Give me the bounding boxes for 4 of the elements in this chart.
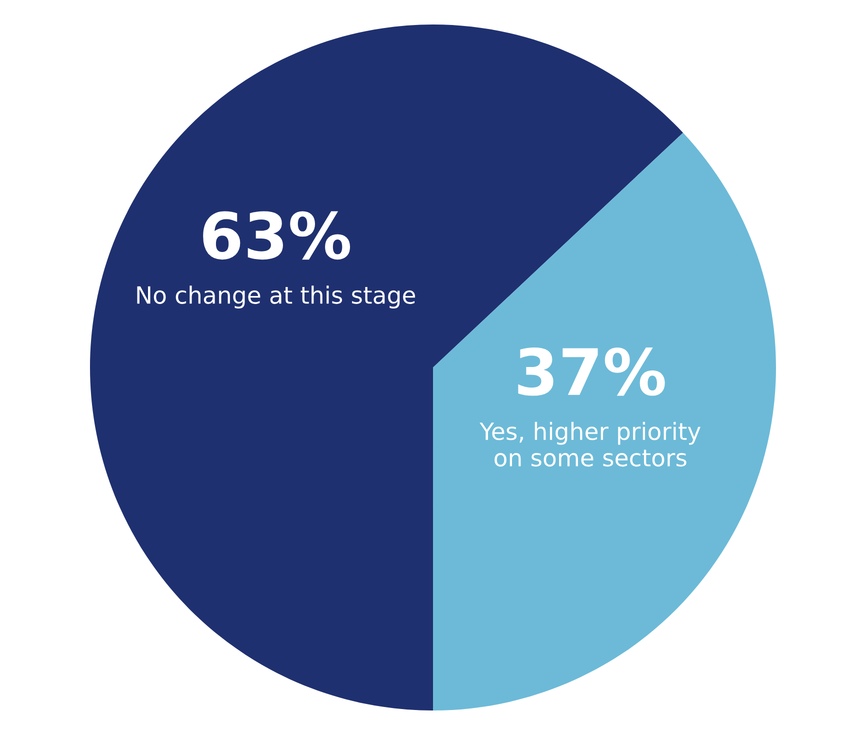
data-label: 63%	[203, 211, 350, 260]
slice-label: No change at this stage	[137, 286, 416, 309]
slice-label: Yes, higher priority on some sectors	[480, 422, 700, 467]
data-label: 37%	[518, 347, 665, 396]
